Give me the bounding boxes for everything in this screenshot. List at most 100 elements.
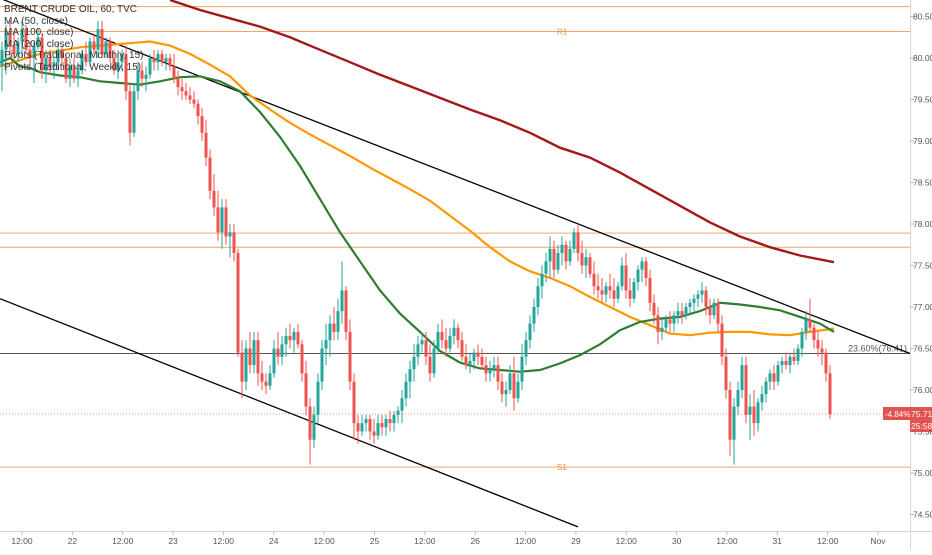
candle-body[interactable] — [276, 348, 280, 357]
candle-body[interactable] — [380, 423, 384, 428]
candle-body[interactable] — [180, 87, 184, 92]
candle-body[interactable] — [368, 418, 372, 432]
candle-body[interactable] — [752, 406, 756, 424]
candle-body[interactable] — [328, 323, 332, 341]
candle-body[interactable] — [12, 45, 16, 54]
candle-body[interactable] — [480, 356, 484, 366]
candle-body[interactable] — [724, 356, 728, 390]
candle-body[interactable] — [104, 41, 108, 54]
candle-body[interactable] — [300, 344, 304, 374]
candle-body[interactable] — [144, 74, 148, 79]
candle-body[interactable] — [796, 348, 800, 361]
candle-body[interactable] — [76, 70, 80, 79]
candle-body[interactable] — [364, 418, 368, 424]
candle-body[interactable] — [280, 344, 284, 357]
candle-body[interactable] — [492, 365, 496, 370]
candle-body[interactable] — [132, 91, 136, 133]
candle-body[interactable] — [804, 319, 808, 332]
candle-body[interactable] — [284, 336, 288, 345]
candle-body[interactable] — [32, 45, 36, 59]
candle-body[interactable] — [212, 190, 216, 208]
candle-body[interactable] — [244, 348, 248, 382]
candle-body[interactable] — [72, 66, 76, 79]
candle-body[interactable] — [740, 365, 744, 390]
legend-pivots-monthly[interactable]: Pivots (Traditional, Monthly, 15) — [4, 50, 144, 61]
legend-ma50[interactable]: MA (50, close) — [4, 15, 68, 27]
candle-body[interactable] — [572, 232, 576, 249]
candle-body[interactable] — [728, 389, 732, 440]
legend-pivots-weekly[interactable]: Pivots (Traditional, Weekly, 15) — [4, 61, 142, 73]
candle-body[interactable] — [356, 423, 360, 432]
candle-body[interactable] — [636, 269, 640, 283]
candle-body[interactable] — [748, 406, 752, 415]
candle-body[interactable] — [788, 356, 792, 366]
candle-body[interactable] — [148, 58, 152, 75]
candle-body[interactable] — [4, 33, 8, 50]
candle-body[interactable] — [196, 103, 200, 117]
candle-body[interactable] — [416, 344, 420, 357]
candle-body[interactable] — [100, 29, 104, 54]
candle-body[interactable] — [408, 369, 412, 382]
candle-body[interactable] — [304, 373, 308, 407]
candle-body[interactable] — [236, 253, 240, 353]
candle-body[interactable] — [648, 277, 652, 303]
candle-body[interactable] — [660, 327, 664, 332]
candle-body[interactable] — [812, 327, 816, 341]
candle-body[interactable] — [568, 248, 572, 262]
candle-body[interactable] — [460, 340, 464, 357]
candle-body[interactable] — [152, 58, 156, 63]
candle-body[interactable] — [808, 319, 812, 328]
candle-body[interactable] — [616, 286, 620, 299]
candle-body[interactable] — [628, 290, 632, 299]
candle-body[interactable] — [352, 381, 356, 424]
candle-body[interactable] — [580, 253, 584, 266]
candle-body[interactable] — [664, 319, 668, 328]
candle-body[interactable] — [596, 286, 600, 291]
candle-body[interactable] — [588, 257, 592, 274]
candle-body[interactable] — [392, 414, 396, 424]
candle-body[interactable] — [676, 311, 680, 316]
candle-body[interactable] — [372, 431, 376, 436]
candle-body[interactable] — [188, 95, 192, 100]
candle-body[interactable] — [608, 286, 612, 291]
candle-body[interactable] — [228, 232, 232, 237]
candle-body[interactable] — [744, 365, 748, 415]
candle-body[interactable] — [400, 398, 404, 411]
candle-body[interactable] — [524, 340, 528, 357]
candle-body[interactable] — [44, 58, 48, 71]
candle-body[interactable] — [800, 331, 804, 349]
candle-body[interactable] — [552, 248, 556, 270]
candle-body[interactable] — [684, 306, 688, 316]
legend-ma100[interactable]: MA (100, close) — [4, 27, 74, 38]
candle-body[interactable] — [816, 340, 820, 349]
candle-body[interactable] — [308, 406, 312, 440]
candle-body[interactable] — [484, 365, 488, 374]
candle-body[interactable] — [440, 331, 444, 341]
candle-body[interactable] — [640, 261, 644, 270]
candle-body[interactable] — [708, 306, 712, 316]
candle-body[interactable] — [312, 414, 316, 440]
candle-body[interactable] — [396, 410, 400, 415]
candle-body[interactable] — [264, 381, 268, 386]
candle-body[interactable] — [520, 356, 524, 382]
candle-body[interactable] — [680, 311, 684, 316]
candle-body[interactable] — [340, 290, 344, 312]
candle-body[interactable] — [80, 53, 84, 71]
candle-body[interactable] — [496, 365, 500, 382]
candle-body[interactable] — [820, 348, 824, 353]
candle-body[interactable] — [344, 290, 348, 332]
candle-body[interactable] — [768, 373, 772, 382]
trend-line[interactable] — [0, 298, 579, 528]
candle-body[interactable] — [20, 29, 24, 42]
candle-body[interactable] — [592, 273, 596, 287]
candle-body[interactable] — [124, 53, 128, 92]
candle-body[interactable] — [732, 406, 736, 440]
candle-body[interactable] — [428, 356, 432, 374]
candle-body[interactable] — [600, 290, 604, 295]
candle-body[interactable] — [40, 37, 44, 71]
candle-body[interactable] — [624, 265, 628, 291]
candle-body[interactable] — [64, 58, 68, 79]
candle-body[interactable] — [720, 323, 724, 357]
candle-body[interactable] — [560, 244, 564, 254]
candle-body[interactable] — [232, 232, 236, 254]
